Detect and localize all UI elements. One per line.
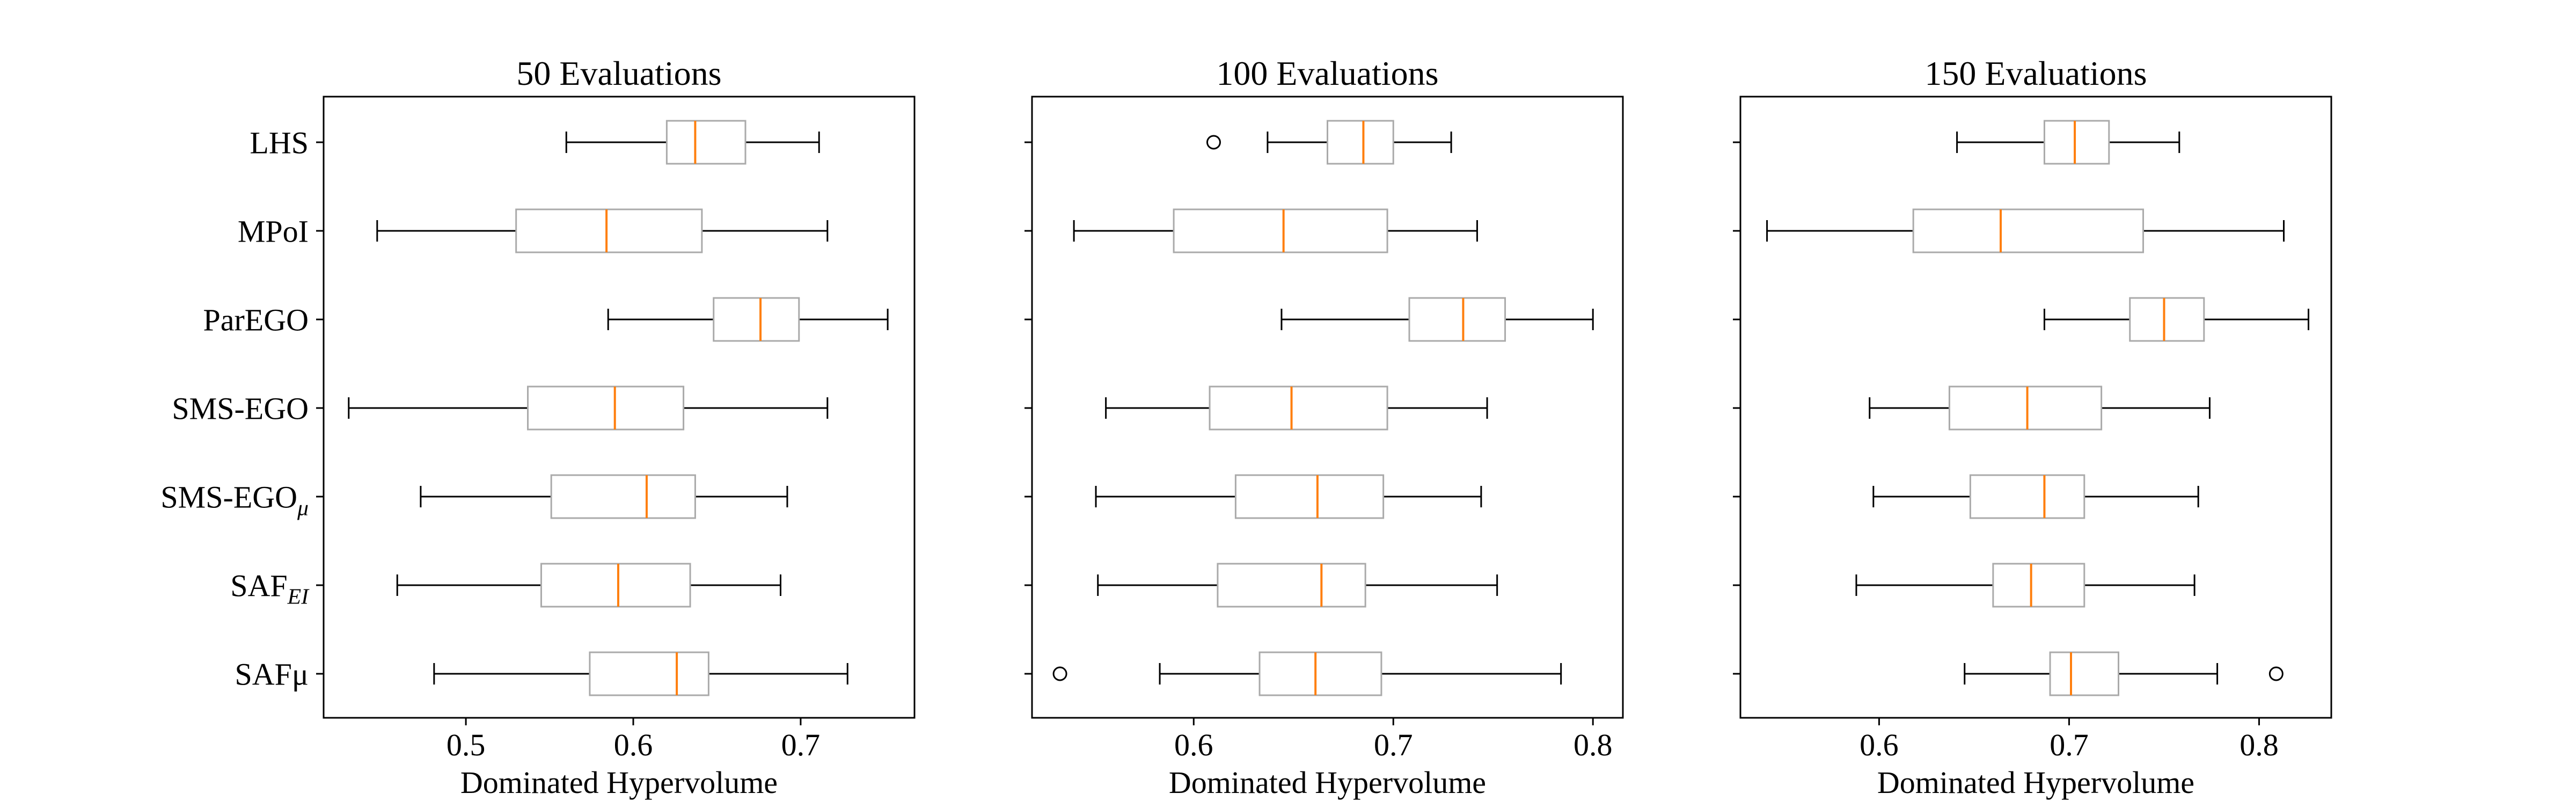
iqr-box xyxy=(2129,297,2205,342)
iqr-box xyxy=(665,120,747,165)
y-tick-label-parego: ParEGO xyxy=(203,302,309,337)
box-saf xyxy=(433,651,848,696)
iqr-box xyxy=(589,651,709,696)
x-tick-label: 0.5 xyxy=(447,727,486,762)
panel-title: 150 Evaluations xyxy=(1924,54,2147,92)
box-lhs xyxy=(1206,120,1452,165)
panel-title: 100 Evaluations xyxy=(1216,54,1438,92)
box-parego xyxy=(607,297,889,342)
x-tick-label: 0.6 xyxy=(1174,727,1213,762)
box-mpoi xyxy=(1766,208,2285,253)
box-lhs xyxy=(1956,120,2180,165)
iqr-box xyxy=(1408,297,1506,342)
iqr-box xyxy=(1327,120,1394,165)
iqr-box xyxy=(713,297,800,342)
box-mpoi xyxy=(1073,208,1478,253)
iqr-box xyxy=(1969,474,2085,519)
x-tick-label: 0.8 xyxy=(1574,727,1613,762)
box-lhs xyxy=(565,120,820,165)
outlier-point xyxy=(1052,666,1067,681)
panel-title: 50 Evaluations xyxy=(516,54,721,92)
x-tick-label: 0.7 xyxy=(2050,727,2089,762)
iqr-box xyxy=(1173,208,1388,253)
iqr-box xyxy=(515,208,703,253)
box-saf-ei xyxy=(396,563,781,608)
x-axis-label: Dominated Hypervolume xyxy=(460,765,778,800)
outlier-point xyxy=(2268,666,2284,681)
panel-150-evaluations: 150 Evaluations 0.6 0.7 0.8 Dominated Hyperv… xyxy=(1733,54,2332,800)
x-tick-label: 0.6 xyxy=(614,727,653,762)
x-tick-label: 0.6 xyxy=(1860,727,1899,762)
box-sms-ego xyxy=(1095,474,1482,519)
y-tick-label-sms-ego: SMS-EGO xyxy=(172,391,309,426)
iqr-box xyxy=(1992,563,2085,608)
x-axis-label: Dominated Hypervolume xyxy=(1877,765,2194,800)
box-saf-ei xyxy=(1855,563,2196,608)
x-tick-label: 0.7 xyxy=(781,727,821,762)
iqr-box xyxy=(540,563,691,608)
x-axis-label: Dominated Hypervolume xyxy=(1169,765,1486,800)
iqr-box xyxy=(1217,563,1366,608)
box-sms-ego xyxy=(1869,385,2211,431)
box-parego xyxy=(2043,297,2310,342)
outlier-point xyxy=(1206,135,1221,150)
y-tick-label-lhs: LHS xyxy=(250,125,309,160)
box-saf xyxy=(1964,651,2284,696)
box-mpoi xyxy=(376,208,829,253)
iqr-box xyxy=(1948,385,2103,431)
box-saf xyxy=(1052,651,1562,696)
y-tick-label-saf-ei: SAFEI xyxy=(230,568,310,609)
iqr-box xyxy=(2049,651,2119,696)
iqr-box xyxy=(1258,651,1382,696)
box-saf-ei xyxy=(1097,563,1498,608)
box-sms-ego xyxy=(420,474,788,519)
iqr-box xyxy=(2043,120,2110,165)
x-tick-label: 0.7 xyxy=(1374,727,1413,762)
panel-100-evaluations: 100 Evaluations 0.6 0.7 0.8 Dominated Hyperv… xyxy=(1024,54,1624,800)
iqr-box xyxy=(1209,385,1388,431)
y-tick-label-mpoi: MPoI xyxy=(238,214,309,249)
iqr-box xyxy=(1912,208,2145,253)
y-tick-label-saf: SAFμ xyxy=(235,657,309,691)
x-tick-label: 0.8 xyxy=(2240,727,2279,762)
y-tick-label-sms-ego: SMS-EGOμ xyxy=(160,479,309,520)
iqr-box xyxy=(527,385,685,431)
iqr-box xyxy=(550,474,696,519)
box-sms-ego xyxy=(1872,474,2199,519)
iqr-box xyxy=(1234,474,1385,519)
box-sms-ego xyxy=(1105,385,1488,431)
box-sms-ego xyxy=(348,385,829,431)
box-parego xyxy=(1280,297,1594,342)
